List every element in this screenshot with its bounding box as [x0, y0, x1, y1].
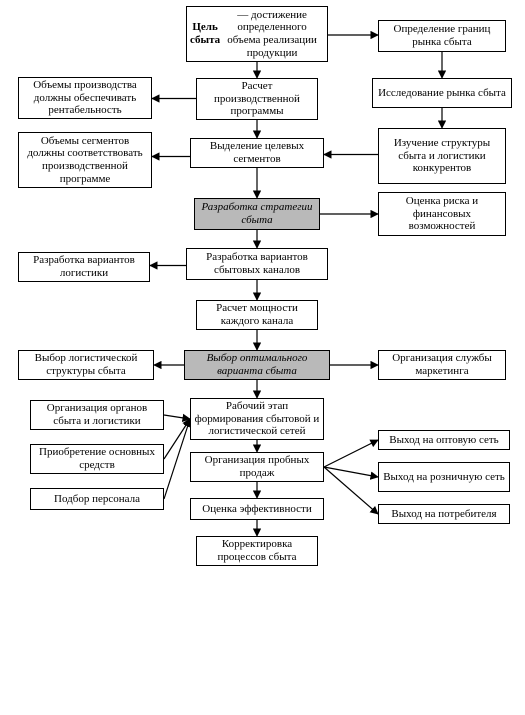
- node-research: Исследование рынка сбыта: [372, 78, 512, 108]
- node-trial: Организация пробных продаж: [190, 452, 324, 482]
- node-organs: Организация органов сбыта и логистики: [30, 400, 164, 430]
- node-efficiency: Оценка эффективности: [190, 498, 324, 520]
- node-retail: Выход на розничную сеть: [378, 462, 510, 492]
- node-volseg: Объемы сегментов должны соответствовать …: [18, 132, 152, 188]
- node-wholesale: Выход на оптовую сеть: [378, 430, 510, 450]
- edge-personnel-to-workstage: [164, 419, 190, 499]
- node-volprod: Объемы производства должны обеспечивать …: [18, 77, 152, 119]
- node-borders: Определение границ рынка сбыта: [378, 20, 506, 52]
- node-capacity: Расчет мощности каждого канала: [196, 300, 318, 330]
- edge-trial-to-consumer: [324, 467, 378, 514]
- node-logvars: Разработка вариантов логистики: [18, 252, 150, 282]
- node-optimal: Выбор оптимального варианта сбыта: [184, 350, 330, 380]
- node-segments: Выделение целевых сегментов: [190, 138, 324, 168]
- node-logstruct: Выбор логистической структуры сбыта: [18, 350, 154, 380]
- node-consumer: Выход на потребителя: [378, 504, 510, 524]
- edge-trial-to-retail: [324, 467, 378, 477]
- edge-trial-to-wholesale: [324, 440, 378, 467]
- node-correct: Корректировка процессов сбыта: [196, 536, 318, 566]
- node-calcprog: Расчет производственной программы: [196, 78, 318, 120]
- node-personnel: Подбор персонала: [30, 488, 164, 510]
- edge-assets-to-workstage: [164, 419, 190, 459]
- node-channels: Разработка вариантов сбытовых каналов: [186, 248, 328, 280]
- node-marketing: Организация службы маркетинга: [378, 350, 506, 380]
- node-assets: Приобретение основных средств: [30, 444, 164, 474]
- node-goal: Цель сбыта — достижение определенного об…: [186, 6, 328, 62]
- node-strategy: Разработка стратегии сбыта: [194, 198, 320, 230]
- node-workstage: Рабочий этап формирования сбытовой и лог…: [190, 398, 324, 440]
- flowchart-canvas: Цель сбыта — достижение определенного об…: [0, 0, 525, 715]
- node-competitors: Изучение структуры сбыта и логистики кон…: [378, 128, 506, 184]
- node-risk: Оценка риска и финансовых возможностей: [378, 192, 506, 236]
- edge-organs-to-workstage: [164, 415, 190, 419]
